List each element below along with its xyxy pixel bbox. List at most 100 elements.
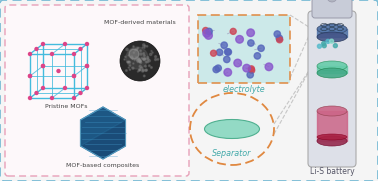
Circle shape bbox=[128, 67, 129, 68]
Circle shape bbox=[139, 62, 142, 64]
Ellipse shape bbox=[317, 61, 347, 71]
Circle shape bbox=[213, 66, 219, 73]
Circle shape bbox=[330, 39, 334, 43]
Text: Separator: Separator bbox=[212, 148, 252, 157]
Text: Pristine MOFs: Pristine MOFs bbox=[45, 104, 87, 108]
Circle shape bbox=[277, 37, 283, 43]
Circle shape bbox=[149, 60, 150, 62]
Circle shape bbox=[265, 63, 273, 71]
Circle shape bbox=[243, 64, 251, 72]
Circle shape bbox=[78, 91, 83, 95]
Circle shape bbox=[157, 58, 159, 60]
Circle shape bbox=[318, 44, 321, 48]
Circle shape bbox=[215, 65, 222, 71]
Ellipse shape bbox=[317, 136, 347, 146]
Circle shape bbox=[143, 53, 145, 54]
Circle shape bbox=[132, 58, 133, 59]
Circle shape bbox=[144, 58, 146, 59]
Circle shape bbox=[28, 74, 32, 78]
Circle shape bbox=[224, 56, 230, 63]
Text: electrolyte: electrolyte bbox=[223, 85, 265, 94]
Circle shape bbox=[63, 86, 67, 90]
Circle shape bbox=[72, 96, 76, 100]
Circle shape bbox=[129, 49, 139, 59]
Circle shape bbox=[221, 42, 228, 48]
FancyBboxPatch shape bbox=[312, 0, 352, 18]
Circle shape bbox=[139, 60, 141, 62]
Circle shape bbox=[72, 74, 76, 78]
Circle shape bbox=[205, 32, 212, 39]
Circle shape bbox=[136, 59, 138, 61]
Text: MOF-based composites: MOF-based composites bbox=[67, 163, 139, 167]
Circle shape bbox=[50, 96, 54, 100]
Circle shape bbox=[129, 69, 130, 70]
Circle shape bbox=[327, 0, 337, 2]
Circle shape bbox=[211, 50, 217, 56]
Circle shape bbox=[147, 56, 149, 58]
Circle shape bbox=[139, 70, 141, 71]
Circle shape bbox=[135, 50, 136, 51]
Circle shape bbox=[139, 60, 141, 62]
Circle shape bbox=[146, 69, 147, 71]
FancyBboxPatch shape bbox=[308, 11, 356, 167]
Circle shape bbox=[41, 64, 45, 68]
Circle shape bbox=[138, 59, 140, 61]
Circle shape bbox=[147, 62, 149, 63]
Circle shape bbox=[139, 60, 141, 61]
Circle shape bbox=[132, 57, 133, 59]
Circle shape bbox=[145, 66, 146, 67]
Circle shape bbox=[155, 59, 156, 61]
Circle shape bbox=[151, 50, 152, 51]
Circle shape bbox=[34, 47, 39, 51]
Circle shape bbox=[72, 74, 76, 78]
Circle shape bbox=[138, 58, 139, 59]
Circle shape bbox=[249, 67, 255, 73]
Circle shape bbox=[85, 64, 89, 68]
Circle shape bbox=[133, 52, 135, 53]
Circle shape bbox=[136, 59, 139, 61]
Circle shape bbox=[254, 53, 260, 59]
Circle shape bbox=[230, 28, 236, 34]
Circle shape bbox=[142, 69, 144, 71]
Circle shape bbox=[85, 64, 89, 68]
Circle shape bbox=[224, 69, 232, 76]
Circle shape bbox=[133, 46, 134, 47]
Circle shape bbox=[125, 70, 127, 71]
Circle shape bbox=[274, 31, 280, 37]
FancyBboxPatch shape bbox=[5, 5, 189, 176]
Circle shape bbox=[85, 86, 89, 90]
Circle shape bbox=[152, 52, 153, 53]
Circle shape bbox=[56, 69, 61, 73]
Circle shape bbox=[225, 49, 231, 55]
Circle shape bbox=[150, 67, 152, 68]
Bar bbox=[317, 29, 347, 37]
Circle shape bbox=[150, 53, 152, 56]
Circle shape bbox=[143, 55, 145, 57]
Circle shape bbox=[137, 47, 139, 49]
Circle shape bbox=[140, 60, 141, 61]
Circle shape bbox=[129, 61, 130, 63]
Circle shape bbox=[139, 69, 141, 71]
Circle shape bbox=[120, 41, 160, 81]
Circle shape bbox=[28, 52, 32, 56]
Circle shape bbox=[134, 60, 135, 61]
Bar bbox=[317, 66, 347, 73]
Ellipse shape bbox=[317, 106, 347, 116]
Circle shape bbox=[139, 50, 141, 52]
Circle shape bbox=[139, 61, 141, 62]
Circle shape bbox=[141, 67, 143, 69]
Circle shape bbox=[144, 45, 146, 47]
Circle shape bbox=[203, 30, 211, 37]
Circle shape bbox=[135, 57, 138, 59]
Circle shape bbox=[144, 47, 145, 48]
Circle shape bbox=[149, 65, 150, 67]
Circle shape bbox=[50, 52, 54, 56]
Circle shape bbox=[143, 75, 145, 77]
Circle shape bbox=[41, 64, 45, 68]
Polygon shape bbox=[81, 107, 125, 146]
Circle shape bbox=[145, 69, 147, 71]
Circle shape bbox=[138, 58, 140, 60]
Circle shape bbox=[155, 56, 156, 58]
Ellipse shape bbox=[317, 32, 347, 42]
Circle shape bbox=[128, 55, 129, 56]
